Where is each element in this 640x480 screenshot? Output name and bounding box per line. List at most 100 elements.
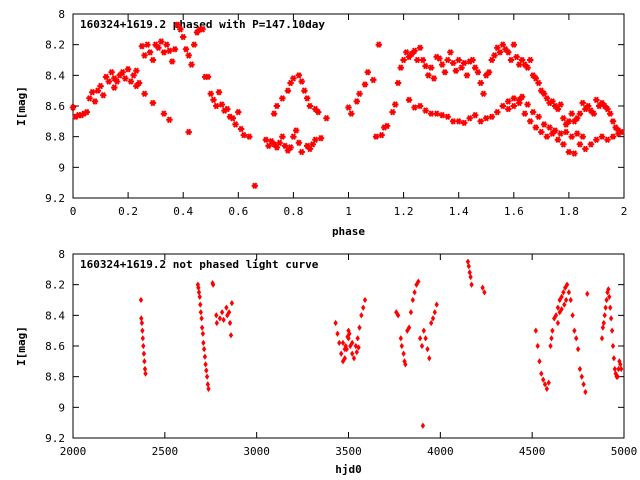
data-point — [546, 379, 551, 386]
x-tick-label: 1.4 — [449, 205, 469, 218]
data-point — [494, 108, 501, 116]
data-point — [420, 422, 426, 429]
data-point — [430, 315, 436, 322]
data-point — [217, 315, 223, 322]
data-point — [450, 118, 457, 125]
data-point — [585, 290, 590, 298]
data-point — [180, 33, 187, 41]
data-point — [406, 324, 412, 331]
data-point — [505, 98, 512, 105]
data-point — [397, 64, 404, 71]
data-point — [204, 73, 212, 81]
data-point — [204, 367, 209, 374]
data-point — [565, 118, 573, 125]
data-point — [469, 281, 474, 288]
data-point — [191, 41, 198, 48]
data-point — [306, 102, 314, 110]
data-point — [399, 342, 404, 350]
data-point — [290, 133, 297, 140]
data-point — [142, 365, 148, 373]
data-point — [444, 113, 451, 121]
phased-panel: 0 0.2 0.4 0.6 0.8 1 1.2 1.4 1.6 1.8 2 8 8.2 8.4 8.6 8.8… — [15, 8, 627, 238]
data-point — [461, 59, 468, 67]
data-point — [565, 148, 573, 156]
data-point — [419, 56, 427, 64]
data-point — [224, 304, 229, 311]
data-point — [472, 64, 479, 71]
data-point — [138, 296, 144, 304]
data-point — [362, 296, 368, 304]
data-point — [139, 319, 145, 327]
data-point — [389, 108, 396, 116]
data-point — [105, 78, 112, 85]
x-tick-label: 1 — [345, 205, 352, 218]
data-point — [227, 319, 233, 327]
data-point — [607, 110, 614, 117]
data-point — [557, 101, 564, 108]
data-point — [447, 49, 454, 56]
data-point — [425, 72, 432, 79]
data-point — [439, 111, 446, 119]
data-point — [593, 136, 600, 144]
data-point — [566, 289, 572, 296]
data-point — [240, 131, 247, 139]
y-tick-label: 8 — [58, 248, 65, 261]
data-point — [499, 102, 506, 110]
data-point — [427, 355, 432, 362]
data-point — [416, 44, 424, 52]
data-point — [279, 95, 286, 102]
data-point — [144, 41, 151, 48]
data-point — [480, 284, 485, 291]
data-point — [548, 342, 553, 350]
data-point — [419, 342, 425, 350]
data-point — [355, 335, 360, 342]
data-point — [169, 58, 176, 65]
data-point — [124, 65, 132, 73]
data-point — [309, 141, 316, 148]
data-point — [356, 344, 361, 351]
data-point — [411, 47, 418, 55]
data-point — [414, 56, 421, 64]
data-point — [491, 52, 498, 59]
data-point — [182, 45, 190, 53]
data-point — [185, 52, 192, 59]
data-point — [450, 59, 457, 67]
data-point — [304, 95, 311, 102]
data-point — [226, 309, 232, 316]
data-point — [398, 335, 403, 342]
data-point — [542, 381, 548, 388]
data-point — [200, 330, 206, 337]
data-point — [417, 335, 423, 342]
data-point — [518, 93, 526, 101]
data-point — [370, 76, 377, 84]
data-point — [408, 309, 414, 316]
y-tick-label: 8 — [58, 8, 65, 21]
data-point — [469, 56, 476, 64]
data-point — [609, 118, 617, 125]
data-point — [317, 134, 325, 142]
data-point — [205, 381, 210, 388]
data-point — [281, 142, 289, 150]
data-point — [521, 110, 528, 117]
data-point — [119, 68, 126, 76]
data-point — [444, 56, 451, 64]
data-point — [333, 319, 338, 327]
data-point — [562, 128, 570, 136]
data-point — [535, 113, 542, 121]
data-point — [214, 319, 219, 327]
x-tick-label: 2000 — [60, 445, 87, 458]
data-point — [229, 114, 236, 122]
plot-title: 160324+1619.2 not phased light curve — [80, 258, 319, 271]
data-point — [576, 110, 584, 117]
x-tick-label: 2 — [621, 205, 628, 218]
data-point — [353, 98, 360, 105]
data-point — [458, 64, 465, 71]
data-point — [340, 339, 346, 347]
data-point — [345, 333, 350, 340]
data-point — [608, 315, 614, 322]
data-point — [466, 263, 471, 270]
data-point — [229, 299, 235, 307]
data-point — [516, 61, 523, 68]
data-point — [372, 133, 380, 140]
